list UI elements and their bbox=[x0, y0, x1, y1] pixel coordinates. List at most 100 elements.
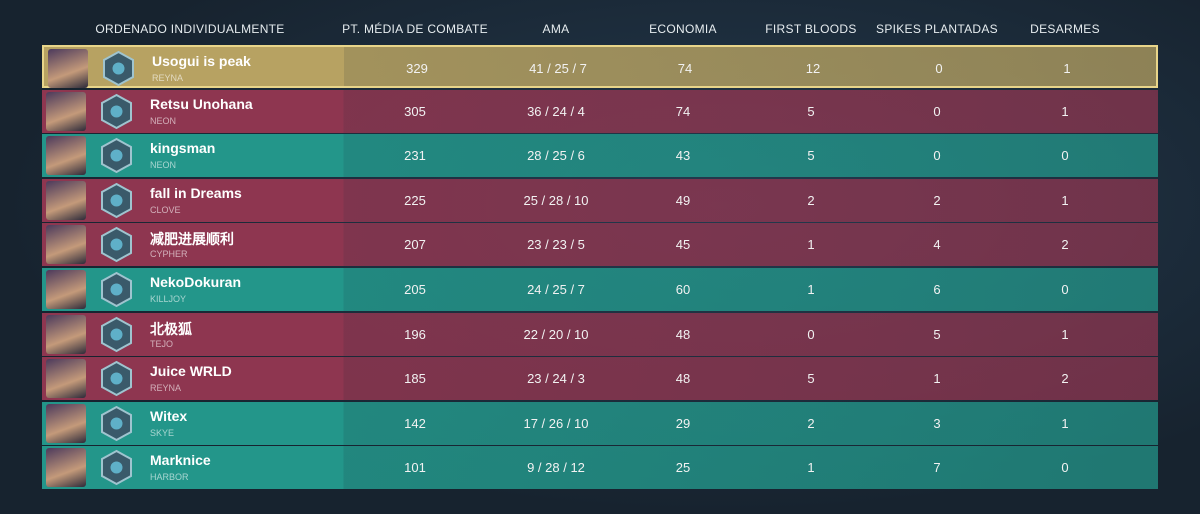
player-name: Usogui is peak bbox=[152, 53, 251, 69]
agent-portrait bbox=[46, 270, 86, 309]
stat-acs: 185 bbox=[404, 371, 426, 387]
column-header: PT. MÉDIA DE COMBATE bbox=[342, 22, 488, 36]
rank-icon bbox=[98, 405, 135, 442]
stat-plants: 1 bbox=[933, 371, 941, 387]
player-name: 减肥进展顺利 bbox=[150, 231, 234, 248]
stat-plants: 2 bbox=[933, 192, 941, 208]
stat-first-bloods: 1 bbox=[807, 282, 815, 297]
rank-icon bbox=[98, 226, 135, 263]
player-name: Juice WRLD bbox=[150, 363, 232, 380]
stat-defuses: 1 bbox=[1061, 103, 1069, 119]
player-row: Marknice HARBOR 101 9 / 28 / 12 25 1 7 0 bbox=[42, 446, 1158, 490]
agent-portrait bbox=[46, 136, 86, 176]
stat-kda: 22 / 20 / 10 bbox=[523, 326, 589, 342]
player-name: NekoDokuran bbox=[150, 274, 242, 290]
agent-name: CYPHER bbox=[150, 249, 188, 260]
player-name: 北极狐 bbox=[150, 320, 192, 337]
agent-name: NEON bbox=[150, 115, 177, 126]
column-header: DESARMES bbox=[1030, 22, 1100, 36]
player-row: NekoDokuran KILLJOY 205 24 / 25 / 7 60 1 6 0 bbox=[42, 268, 1158, 311]
agent-name: CLOVE bbox=[150, 204, 181, 215]
player-row: Witex SKYE 142 17 / 26 / 10 29 2 3 1 bbox=[42, 401, 1158, 445]
stat-acs: 196 bbox=[404, 326, 426, 342]
player-name: kingsman bbox=[150, 140, 216, 157]
agent-portrait bbox=[46, 403, 86, 443]
stat-acs: 101 bbox=[404, 460, 426, 476]
player-row: kingsman NEON 231 28 / 25 / 6 43 5 0 0 bbox=[42, 134, 1158, 178]
stat-kda: 36 / 24 / 4 bbox=[527, 103, 585, 119]
column-header: FIRST BLOODS bbox=[765, 22, 857, 36]
stat-acs: 142 bbox=[404, 415, 426, 431]
stat-economy: 25 bbox=[675, 460, 691, 476]
rank-emblem bbox=[101, 405, 132, 441]
rank-icon bbox=[98, 360, 135, 397]
stat-kda: 25 / 28 / 10 bbox=[523, 192, 589, 208]
agent-portrait bbox=[46, 314, 86, 354]
stat-economy: 74 bbox=[677, 61, 693, 76]
stat-economy: 43 bbox=[675, 148, 691, 164]
stat-kda: 23 / 24 / 3 bbox=[527, 371, 585, 387]
player-name: Witex bbox=[150, 407, 188, 424]
stat-first-bloods: 5 bbox=[807, 371, 815, 387]
rank-icon bbox=[98, 271, 135, 308]
stat-first-bloods: 2 bbox=[807, 415, 815, 431]
stat-first-bloods: 2 bbox=[807, 192, 815, 208]
rank-emblem bbox=[101, 93, 132, 129]
stat-plants: 3 bbox=[933, 415, 941, 431]
agent-portrait bbox=[46, 180, 86, 220]
stat-economy: 29 bbox=[675, 415, 691, 431]
stat-kda: 24 / 25 / 7 bbox=[527, 282, 585, 297]
stat-economy: 45 bbox=[675, 237, 691, 253]
rank-emblem bbox=[103, 50, 134, 87]
player-name: Retsu Unohana bbox=[150, 95, 253, 112]
stat-defuses: 0 bbox=[1061, 282, 1069, 297]
rank-emblem bbox=[101, 271, 132, 308]
rank-icon bbox=[100, 50, 137, 87]
stat-defuses: 1 bbox=[1061, 326, 1069, 342]
stat-plants: 0 bbox=[935, 61, 943, 76]
stat-plants: 4 bbox=[933, 237, 941, 253]
stat-plants: 7 bbox=[933, 460, 941, 476]
stat-defuses: 0 bbox=[1061, 460, 1069, 476]
stat-plants: 0 bbox=[933, 148, 941, 164]
player-row: Retsu Unohana NEON 305 36 / 24 / 4 74 5 0 1 bbox=[42, 89, 1158, 133]
stat-kda: 17 / 26 / 10 bbox=[523, 415, 589, 431]
column-header: ECONOMIA bbox=[649, 22, 717, 36]
agent-portrait bbox=[46, 225, 86, 265]
rank-emblem bbox=[101, 316, 132, 352]
rank-icon bbox=[98, 182, 135, 219]
player-row: 减肥进展顺利 CYPHER 207 23 / 23 / 5 45 1 4 2 bbox=[42, 223, 1158, 267]
stat-plants: 6 bbox=[933, 282, 941, 297]
stat-plants: 5 bbox=[933, 326, 941, 342]
stat-economy: 74 bbox=[675, 103, 691, 119]
stat-acs: 231 bbox=[404, 148, 426, 164]
agent-portrait bbox=[46, 448, 86, 488]
rank-icon bbox=[98, 449, 135, 486]
stat-first-bloods: 1 bbox=[807, 460, 815, 476]
stat-economy: 49 bbox=[675, 192, 691, 208]
stat-kda: 9 / 28 / 12 bbox=[527, 460, 585, 476]
player-name: fall in Dreams bbox=[150, 184, 242, 201]
agent-name: KILLJOY bbox=[150, 294, 187, 304]
stat-defuses: 0 bbox=[1061, 148, 1069, 164]
stat-defuses: 1 bbox=[1061, 192, 1069, 208]
stat-acs: 207 bbox=[404, 237, 426, 253]
stat-economy: 60 bbox=[675, 282, 691, 297]
agent-name: HARBOR bbox=[150, 472, 189, 483]
stat-defuses: 2 bbox=[1061, 371, 1069, 387]
agent-portrait bbox=[46, 359, 86, 399]
player-name: Marknice bbox=[150, 452, 211, 469]
rank-emblem bbox=[101, 138, 132, 174]
stat-first-bloods: 5 bbox=[807, 103, 815, 119]
stat-acs: 329 bbox=[406, 61, 428, 76]
player-row: fall in Dreams CLOVE 225 25 / 28 / 10 49 2 2 1 bbox=[42, 178, 1158, 222]
rank-emblem bbox=[101, 182, 132, 218]
rank-emblem bbox=[101, 450, 132, 486]
agent-name: NEON bbox=[150, 160, 177, 171]
stat-economy: 48 bbox=[675, 326, 691, 342]
rank-icon bbox=[98, 137, 135, 174]
agent-portrait bbox=[48, 49, 88, 88]
stat-defuses: 1 bbox=[1061, 415, 1069, 431]
stat-first-bloods: 12 bbox=[805, 61, 821, 76]
